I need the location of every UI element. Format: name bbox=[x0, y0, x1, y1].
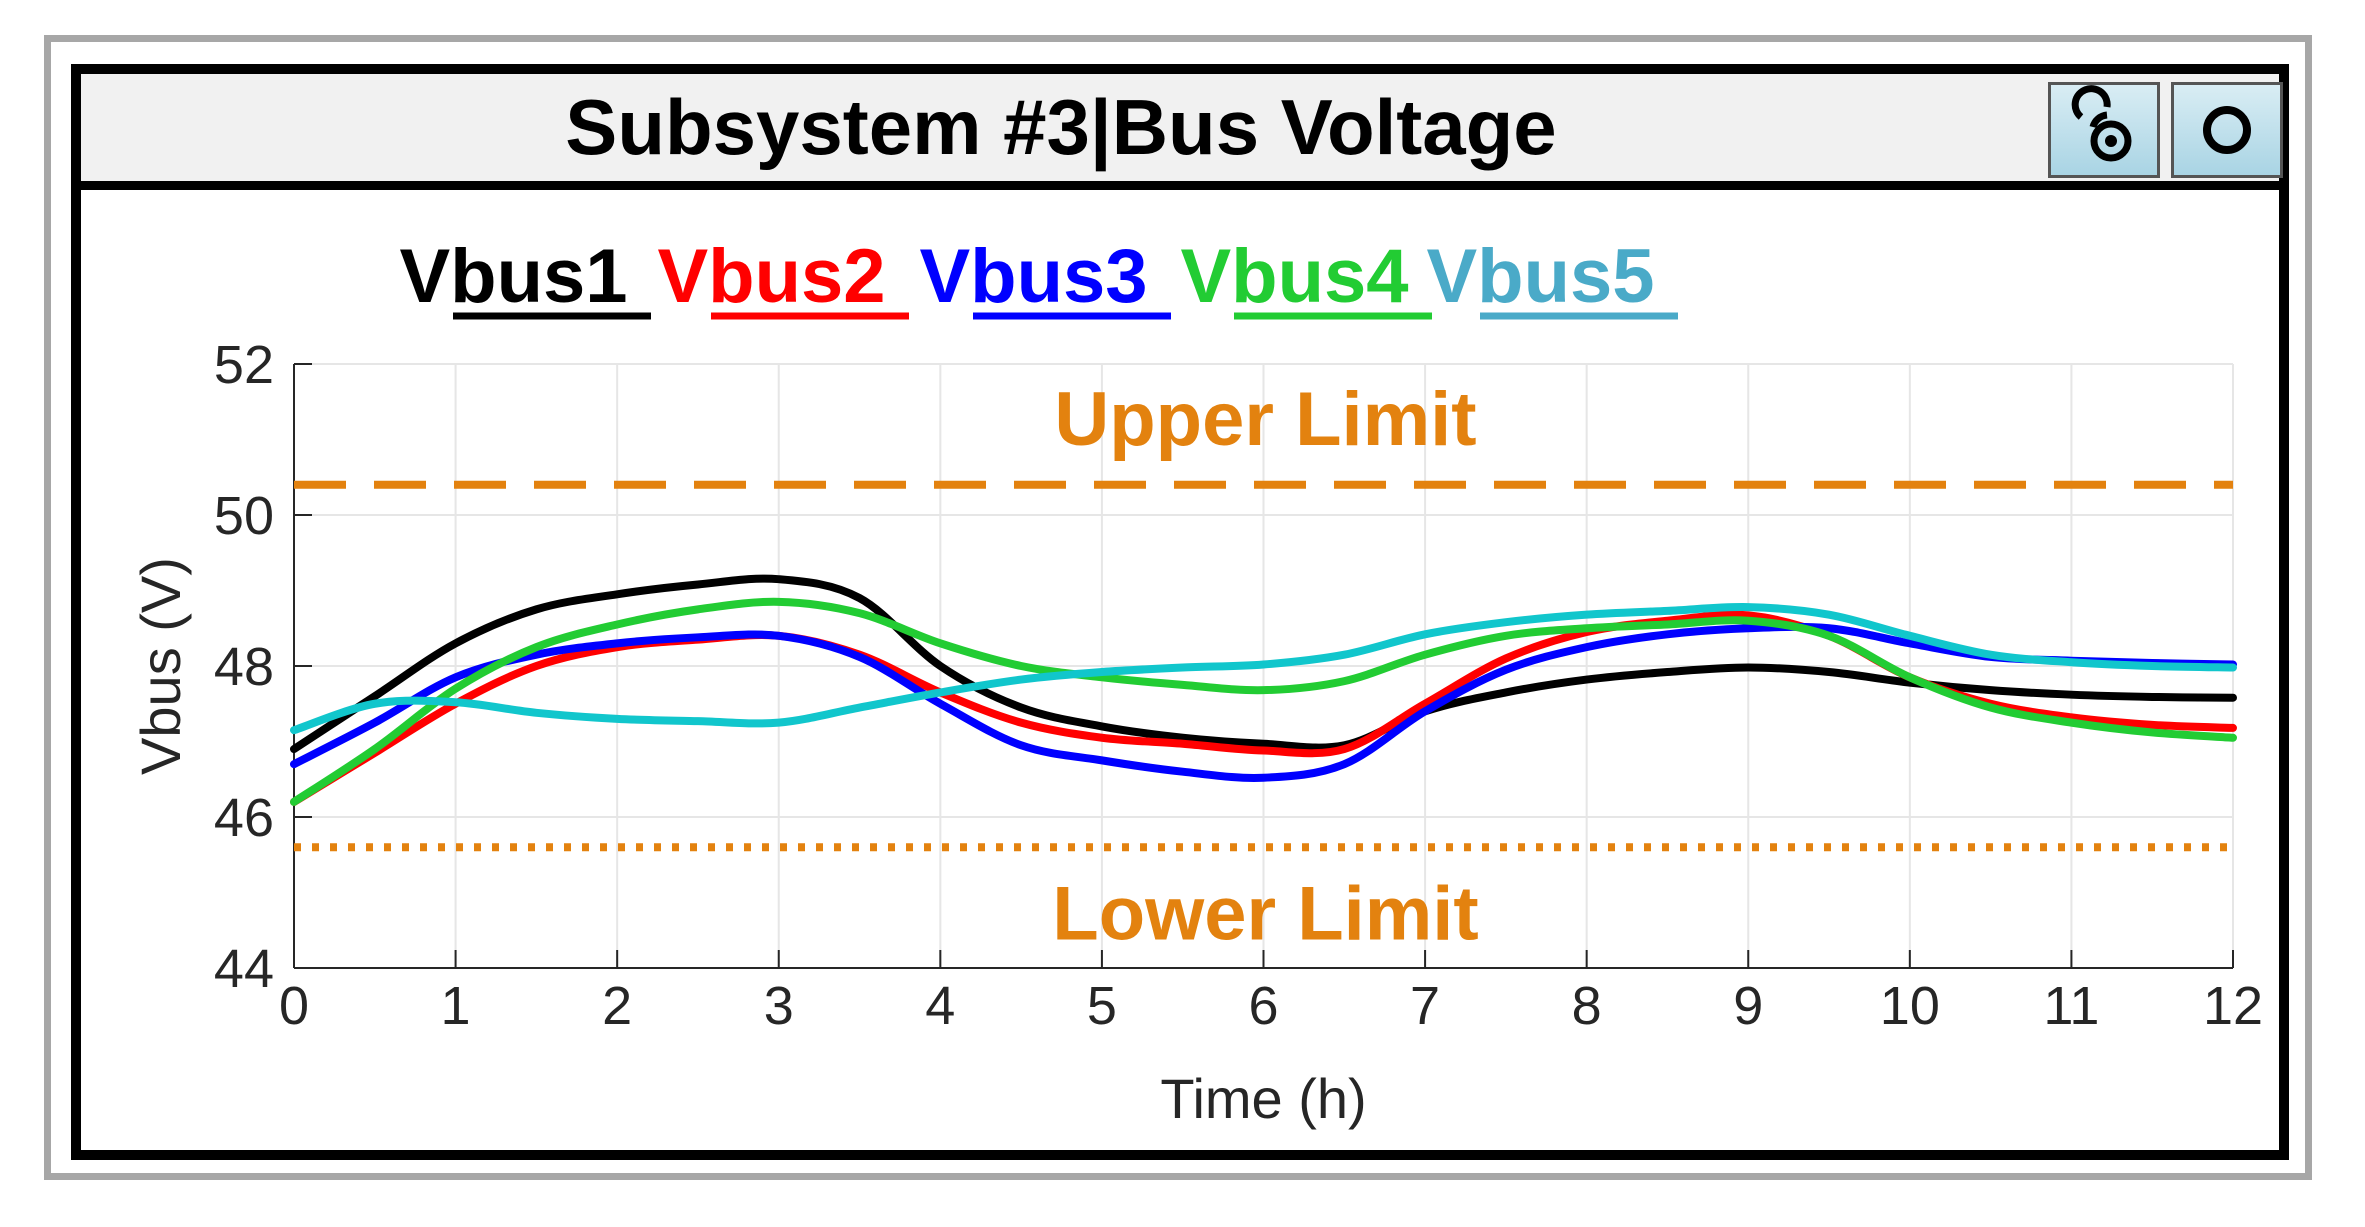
y-tick-label: 46 bbox=[214, 788, 274, 848]
x-tick-label: 9 bbox=[1733, 976, 1763, 1036]
upper-limit-label: Upper Limit bbox=[1054, 377, 1476, 462]
chart-panel: Subsystem #3|Bus Voltage bbox=[71, 64, 2289, 1160]
circle-button[interactable] bbox=[2171, 82, 2283, 178]
series-line-vbus5 bbox=[290, 603, 2237, 735]
legend-label-vbus2: Vbus2 bbox=[657, 234, 885, 319]
x-tick-label: 4 bbox=[925, 976, 955, 1036]
circle-icon bbox=[2203, 106, 2251, 154]
legend-label-vbus4: Vbus4 bbox=[1180, 234, 1408, 319]
x-tick-label: 10 bbox=[1880, 976, 1940, 1036]
x-tick-label: 6 bbox=[1248, 976, 1278, 1036]
x-tick-label: 7 bbox=[1410, 976, 1440, 1036]
series-line-vbus3 bbox=[290, 622, 2237, 782]
x-tick-label: 2 bbox=[602, 976, 632, 1036]
x-tick-label: 11 bbox=[2043, 976, 2099, 1036]
link-icon bbox=[2071, 85, 2132, 162]
link-button[interactable] bbox=[2048, 82, 2160, 178]
legend-label-vbus1: Vbus1 bbox=[399, 234, 627, 319]
y-tick-label: 50 bbox=[214, 486, 274, 546]
x-tick-label: 0 bbox=[279, 976, 309, 1036]
y-tick-label: 48 bbox=[214, 637, 274, 697]
x-tick-label: 3 bbox=[764, 976, 794, 1036]
x-tick-label: 12 bbox=[2203, 976, 2263, 1036]
title-bar: Subsystem #3|Bus Voltage bbox=[81, 74, 2283, 190]
x-tick-label: 8 bbox=[1572, 976, 1602, 1036]
y-axis-label: Vbus (V) bbox=[129, 557, 192, 775]
lower-limit-label: Lower Limit bbox=[1052, 871, 1478, 956]
y-tick-label: 52 bbox=[214, 335, 274, 395]
series-line-vbus1 bbox=[290, 574, 2237, 754]
x-tick-label: 5 bbox=[1087, 976, 1117, 1036]
series-line-vbus4 bbox=[290, 597, 2237, 806]
x-axis-label: Time (h) bbox=[1160, 1067, 1366, 1130]
legend-label-vbus5: Vbus5 bbox=[1426, 234, 1654, 319]
panel-title: Subsystem #3|Bus Voltage bbox=[565, 83, 1557, 171]
legend-label-vbus3: Vbus3 bbox=[919, 234, 1147, 319]
y-tick-label: 44 bbox=[214, 939, 274, 999]
x-tick-label: 1 bbox=[441, 976, 471, 1036]
